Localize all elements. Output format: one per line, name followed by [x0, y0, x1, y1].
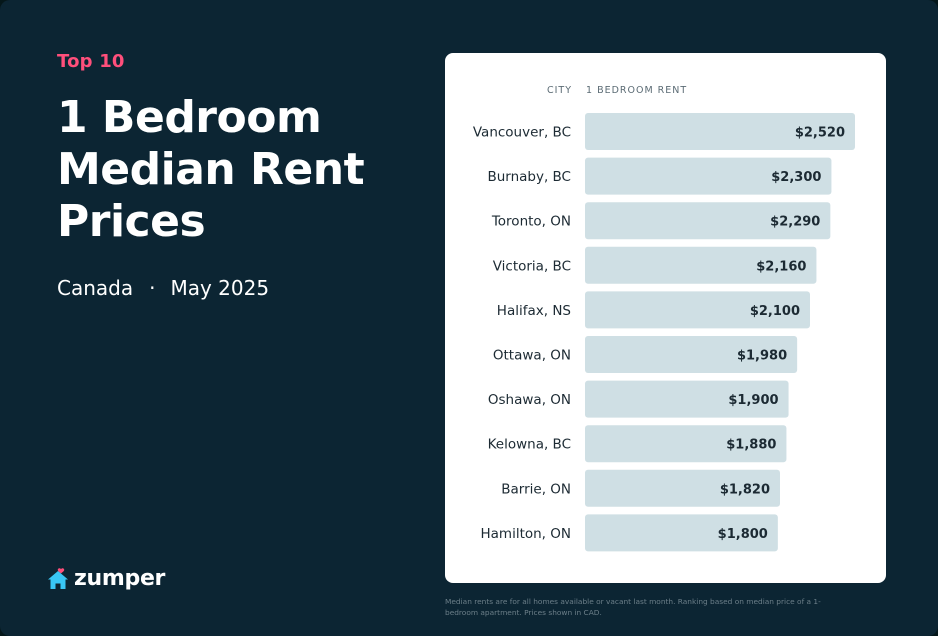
bar [585, 514, 778, 552]
bar [585, 246, 817, 284]
separator-dot: · [149, 276, 156, 300]
chart-row: Burnaby, BC $2,300 [487, 157, 832, 195]
page-title: 1 Bedroom Median Rent Prices [57, 92, 365, 247]
bar [585, 425, 787, 463]
house-icon [48, 567, 68, 589]
chart-row: Kelowna, BC $1,880 [488, 425, 787, 463]
chart-row: Oshawa, ON $1,900 [488, 380, 789, 418]
value-label: $2,100 [750, 304, 800, 319]
category-label: Hamilton, ON [481, 526, 572, 542]
value-label: $2,300 [771, 170, 821, 185]
eyebrow-label: Top 10 [57, 51, 125, 72]
category-label: Vancouver, BC [473, 125, 571, 141]
bar [585, 157, 832, 195]
value-label: $2,290 [770, 215, 820, 230]
category-label: Burnaby, BC [487, 169, 571, 185]
chart-row: Halifax, NS $2,100 [497, 291, 810, 329]
value-label: $1,800 [718, 527, 768, 542]
chart-row: Barrie, ON $1,820 [501, 469, 780, 507]
bar [585, 336, 798, 373]
value-label: $1,880 [726, 438, 776, 453]
value-label: $2,160 [756, 259, 806, 274]
chart-row: Vancouver, BC $2,520 [473, 113, 855, 150]
category-column-header: CITY [547, 85, 572, 96]
footnote: Median rents are for all homes available… [445, 597, 821, 617]
chart-row: Ottawa, ON $1,980 [493, 336, 798, 373]
category-label: Victoria, BC [493, 258, 571, 274]
bar [585, 380, 789, 418]
chart-row: Victoria, BC $2,160 [493, 246, 817, 284]
category-label: Oshawa, ON [488, 392, 571, 408]
value-label: $1,820 [720, 482, 770, 497]
chart-card: CITY 1 BEDROOM RENT Vancouver, BC $2,520 B… [445, 53, 886, 583]
chart-row: Hamilton, ON $1,800 [481, 514, 778, 552]
value-label: $1,980 [737, 349, 787, 364]
category-label: Kelowna, BC [488, 437, 571, 453]
region-label: Canada [57, 276, 134, 300]
category-label: Halifax, NS [497, 303, 571, 319]
value-column-header: 1 BEDROOM RENT [586, 85, 687, 96]
date-label: May 2025 [170, 276, 270, 300]
bar [585, 202, 831, 240]
category-label: Barrie, ON [501, 481, 571, 497]
category-label: Toronto, ON [491, 214, 571, 230]
logo-wordmark: zumper [74, 566, 166, 591]
chart-row: Toronto, ON $2,290 [491, 202, 831, 240]
bar [585, 113, 855, 150]
category-label: Ottawa, ON [493, 348, 571, 364]
value-label: $1,900 [728, 393, 778, 408]
rent-bar-chart: CITY 1 BEDROOM RENT Vancouver, BC $2,520 B… [473, 85, 855, 552]
value-label: $2,520 [795, 126, 845, 141]
zumper-logo: zumper [46, 566, 165, 591]
bar-rows: Vancouver, BC $2,520 Burnaby, BC $2,300 Toro… [473, 113, 855, 552]
subtitle: Canada · May 2025 [57, 276, 269, 300]
bar [585, 469, 780, 507]
bar [585, 291, 810, 329]
